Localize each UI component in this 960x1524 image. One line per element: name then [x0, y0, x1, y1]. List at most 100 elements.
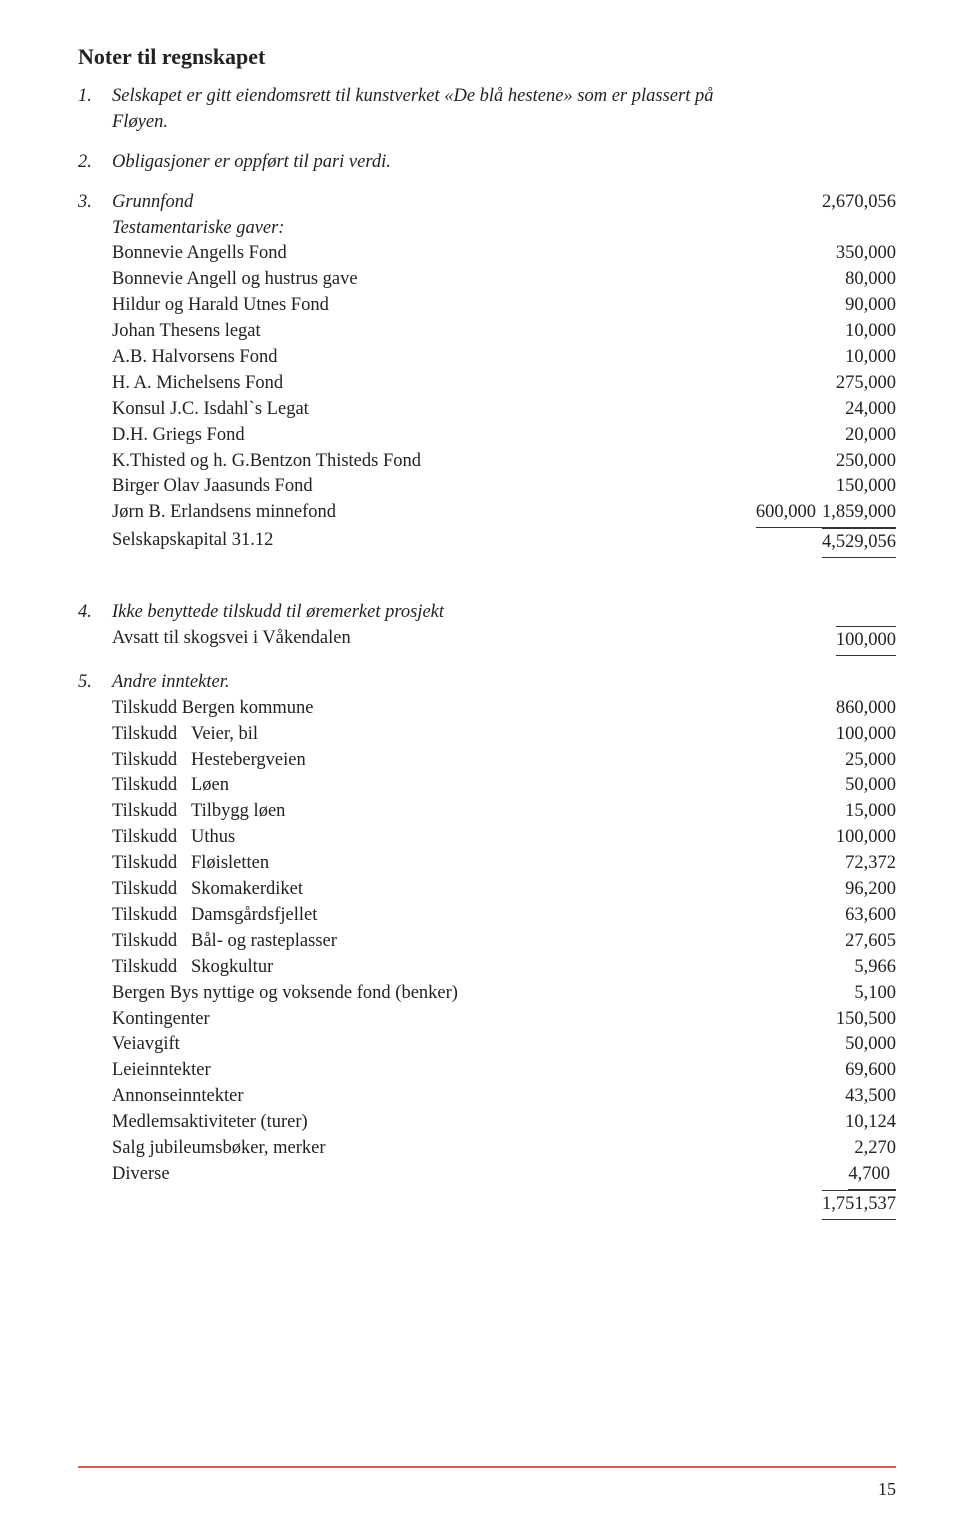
selskapskapital-value: 4,529,056	[822, 528, 896, 558]
note-2: 2. Obligasjoner er oppført til pari verd…	[78, 150, 896, 176]
table-row-value: 2,270	[854, 1136, 896, 1162]
table-row: A.B. Halvorsens Fond10,000	[112, 345, 896, 371]
table-row-label: Bergen Bys nyttige og voksende fond (ben…	[112, 981, 854, 1007]
table-row-value: 27,605	[845, 929, 896, 955]
table-row-value: 69,600	[845, 1058, 896, 1084]
table-row-value: 72,372	[845, 851, 896, 877]
table-row-label: Kontingenter	[112, 1007, 836, 1033]
table-row-label: Bonnevie Angell og hustrus gave	[112, 267, 845, 293]
page: Noter til regnskapet 1. Selskapet er git…	[0, 0, 960, 1524]
table-row: Tilskudd Skogkultur5,966	[112, 955, 896, 981]
table-row-value: 4,700	[848, 1162, 896, 1190]
table-row-value: 50,000	[845, 773, 896, 799]
table-row-label: Johan Thesens legat	[112, 319, 845, 345]
table-row-label: Tilskudd Skogkultur	[112, 955, 854, 981]
note-number: 1.	[78, 84, 112, 136]
note5-title: Andre inntekter.	[112, 670, 896, 696]
table-row-label: Veiavgift	[112, 1032, 845, 1058]
table-row: Tilskudd Hestebergveien25,000	[112, 748, 896, 774]
table-row: Tilskudd Damsgårdsfjellet63,600	[112, 903, 896, 929]
table-row-label: Tilskudd Damsgårdsfjellet	[112, 903, 845, 929]
table-row-value: 15,000	[845, 799, 896, 825]
table-row-label: Jørn B. Erlandsens minnefond	[112, 500, 756, 526]
table-row: Tilskudd Løen50,000	[112, 773, 896, 799]
note4-title: Ikke benyttede tilskudd til øremerket pr…	[112, 600, 896, 626]
note4-row-label: Avsatt til skogsvei i Våkendalen	[112, 626, 836, 652]
testamentariske-label: Testamentariske gaver:	[112, 216, 896, 242]
table-row: Veiavgift50,000	[112, 1032, 896, 1058]
table-row-value: 100,000	[836, 825, 896, 851]
body: 1. Selskapet er gitt eiendomsrett til ku…	[78, 84, 896, 1220]
table-row-value: 10,000	[845, 319, 896, 345]
table-row-value: 90,000	[845, 293, 896, 319]
note-number: 2.	[78, 150, 112, 176]
note4-row-value: 100,000	[836, 626, 896, 656]
table-row: Tilskudd Fløisletten72,372	[112, 851, 896, 877]
table-row: Birger Olav Jaasunds Fond150,000	[112, 474, 896, 500]
note-number: 5.	[78, 670, 112, 1220]
table-row: Bonnevie Angells Fond350,000	[112, 241, 896, 267]
table-row: Leieinntekter69,600	[112, 1058, 896, 1084]
table-row-value: 5,100	[854, 981, 896, 1007]
table-row-value: 250,000	[836, 449, 896, 475]
table-row: Salg jubileumsbøker, merker2,270	[112, 1136, 896, 1162]
table-row: D.H. Griegs Fond20,000	[112, 423, 896, 449]
table-row-value: 80,000	[845, 267, 896, 293]
table-row-label: Tilskudd Fløisletten	[112, 851, 845, 877]
table-row: Annonseinntekter43,500	[112, 1084, 896, 1110]
table-row-label: Tilskudd Tilbygg løen	[112, 799, 845, 825]
page-number: 15	[878, 1479, 896, 1500]
table-row-value: 600,000	[756, 500, 822, 528]
table-row-value: 275,000	[836, 371, 896, 397]
table-row-label: Hildur og Harald Utnes Fond	[112, 293, 845, 319]
table-row-label: Tilskudd Løen	[112, 773, 845, 799]
table-row-label: Diverse	[112, 1162, 848, 1188]
table-row-label: Leieinntekter	[112, 1058, 845, 1084]
table-row: Kontingenter150,500	[112, 1007, 896, 1033]
note-number: 4.	[78, 600, 112, 656]
note-text: Selskapet er gitt eiendomsrett til kunst…	[112, 84, 896, 110]
note-text: Fløyen.	[112, 110, 896, 136]
table-row: Johan Thesens legat10,000	[112, 319, 896, 345]
table-row-value: 50,000	[845, 1032, 896, 1058]
page-title: Noter til regnskapet	[78, 44, 896, 70]
table-row-value: 350,000	[836, 241, 896, 267]
table-row-value: 10,000	[845, 345, 896, 371]
table-row: Konsul J.C. Isdahl`s Legat24,000	[112, 397, 896, 423]
table-row-label: Salg jubileumsbøker, merker	[112, 1136, 854, 1162]
table-row: Medlemsaktiviteter (turer)10,124	[112, 1110, 896, 1136]
table-row-label: Tilskudd Uthus	[112, 825, 836, 851]
table-row-value: 5,966	[854, 955, 896, 981]
note-3: 3. Grunnfond 2,670,056 Testamentariske g…	[78, 190, 896, 558]
table-row: H. A. Michelsens Fond275,000	[112, 371, 896, 397]
note-text: Obligasjoner er oppført til pari verdi.	[112, 150, 896, 176]
selskapskapital-label: Selskapskapital 31.12	[112, 528, 822, 554]
table-row: Tilskudd Veier, bil100,000	[112, 722, 896, 748]
table-row-value: 25,000	[845, 748, 896, 774]
note5-total: 1,751,537	[822, 1190, 896, 1220]
table-row: Hildur og Harald Utnes Fond90,000	[112, 293, 896, 319]
table-row-label: A.B. Halvorsens Fond	[112, 345, 845, 371]
table-row-value: 43,500	[845, 1084, 896, 1110]
table-row-value: 150,000	[836, 474, 896, 500]
table-row-value: 860,000	[836, 696, 896, 722]
table-row: Tilskudd Skomakerdiket96,200	[112, 877, 896, 903]
table-row-label: Tilskudd Bergen kommune	[112, 696, 836, 722]
table-row: Bonnevie Angell og hustrus gave80,000	[112, 267, 896, 293]
table-row-value: 150,500	[836, 1007, 896, 1033]
note-4: 4. Ikke benyttede tilskudd til øremerket…	[78, 600, 896, 656]
grunnfond-label: Grunnfond	[112, 190, 822, 216]
table-row-value: 10,124	[845, 1110, 896, 1136]
footer-rule	[78, 1466, 896, 1468]
table-row-value: 24,000	[845, 397, 896, 423]
table-row-value: 96,200	[845, 877, 896, 903]
table-row-label: D.H. Griegs Fond	[112, 423, 845, 449]
note-1: 1. Selskapet er gitt eiendomsrett til ku…	[78, 84, 896, 136]
table-row-label: Annonseinntekter	[112, 1084, 845, 1110]
table-row-label: Bonnevie Angells Fond	[112, 241, 836, 267]
table-row: Tilskudd Bergen kommune860,000	[112, 696, 896, 722]
note-5: 5. Andre inntekter. Tilskudd Bergen komm…	[78, 670, 896, 1220]
table-row-value: 20,000	[845, 423, 896, 449]
grunnfond-value: 2,670,056	[822, 190, 896, 216]
table-row: Bergen Bys nyttige og voksende fond (ben…	[112, 981, 896, 1007]
